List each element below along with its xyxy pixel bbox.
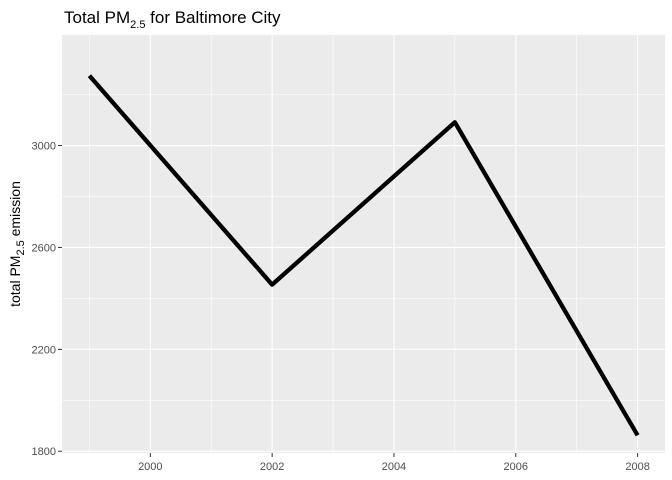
- x-tick-label: 2000: [138, 461, 162, 473]
- grid-layer: [62, 35, 665, 453]
- axis-layer: 2000 2002 2004 2006 2008 1800 2200 2600 3000: [32, 141, 650, 473]
- y-axis-label-prefix: total PM: [7, 256, 23, 307]
- plot-panel: [62, 35, 665, 453]
- x-tick-label: 2004: [382, 461, 406, 473]
- y-axis-label-subscript: 2.5: [15, 240, 27, 255]
- y-tick-label: 1800: [32, 446, 56, 458]
- y-tick-label: 2200: [32, 344, 56, 356]
- chart-title-subscript: 2.5: [130, 19, 145, 31]
- chart-title-suffix: for Baltimore City: [145, 8, 281, 27]
- y-tick-label: 3000: [32, 141, 56, 153]
- y-axis-label-suffix: emission: [7, 181, 23, 240]
- chart-title-prefix: Total PM: [64, 8, 130, 27]
- y-axis-label: total PM2.5 emission: [7, 181, 27, 307]
- x-tick-label: 2002: [260, 461, 284, 473]
- data-layer: [87, 74, 640, 437]
- x-tick-label: 2006: [504, 461, 528, 473]
- y-tick-label: 2600: [32, 242, 56, 254]
- chart-title: Total PM2.5 for Baltimore City: [64, 8, 281, 31]
- emission-series-line: [87, 74, 640, 437]
- x-tick-label: 2008: [625, 461, 649, 473]
